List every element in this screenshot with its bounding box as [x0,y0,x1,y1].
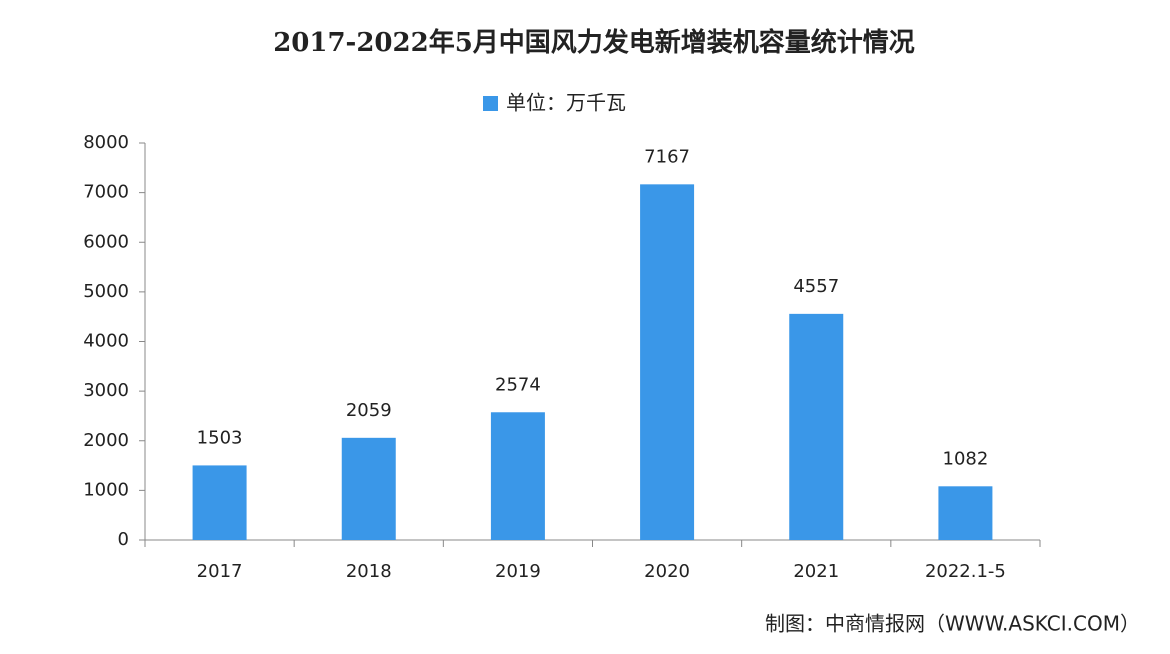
chart-title: 2017-2022年5月中国风力发电新增装机容量统计情况 [273,27,915,58]
legend-swatch [483,96,498,111]
y-tick-label: 0 [118,529,129,550]
x-tick-label: 2022.1-5 [925,561,1006,582]
data-label: 4557 [793,276,839,297]
y-tick-label: 5000 [83,281,129,302]
bar [490,412,545,540]
y-tick-label: 8000 [83,132,129,153]
data-label: 7167 [644,146,690,167]
bar [938,486,993,540]
x-tick-label: 2020 [644,561,690,582]
x-tick-label: 2017 [197,561,243,582]
data-label: 2574 [495,374,541,395]
source-note: 制图：中商情报网（WWW.ASKCI.COM） [765,612,1140,636]
bar [789,313,844,540]
data-label: 2059 [346,400,392,421]
x-tick-label: 2018 [346,561,392,582]
y-tick-label: 7000 [83,182,129,203]
data-label: 1503 [197,427,243,448]
y-tick-label: 4000 [83,331,129,352]
legend-label: 单位：万千瓦 [506,91,626,115]
y-tick-label: 1000 [83,479,129,500]
y-tick-label: 3000 [83,380,129,401]
x-tick-label: 2019 [495,561,541,582]
x-tick-label: 2021 [793,561,839,582]
bar [192,465,247,540]
data-label: 1082 [943,448,989,469]
y-tick-label: 2000 [83,430,129,451]
bar [640,184,695,540]
y-tick-label: 6000 [83,231,129,252]
bar [341,437,396,540]
